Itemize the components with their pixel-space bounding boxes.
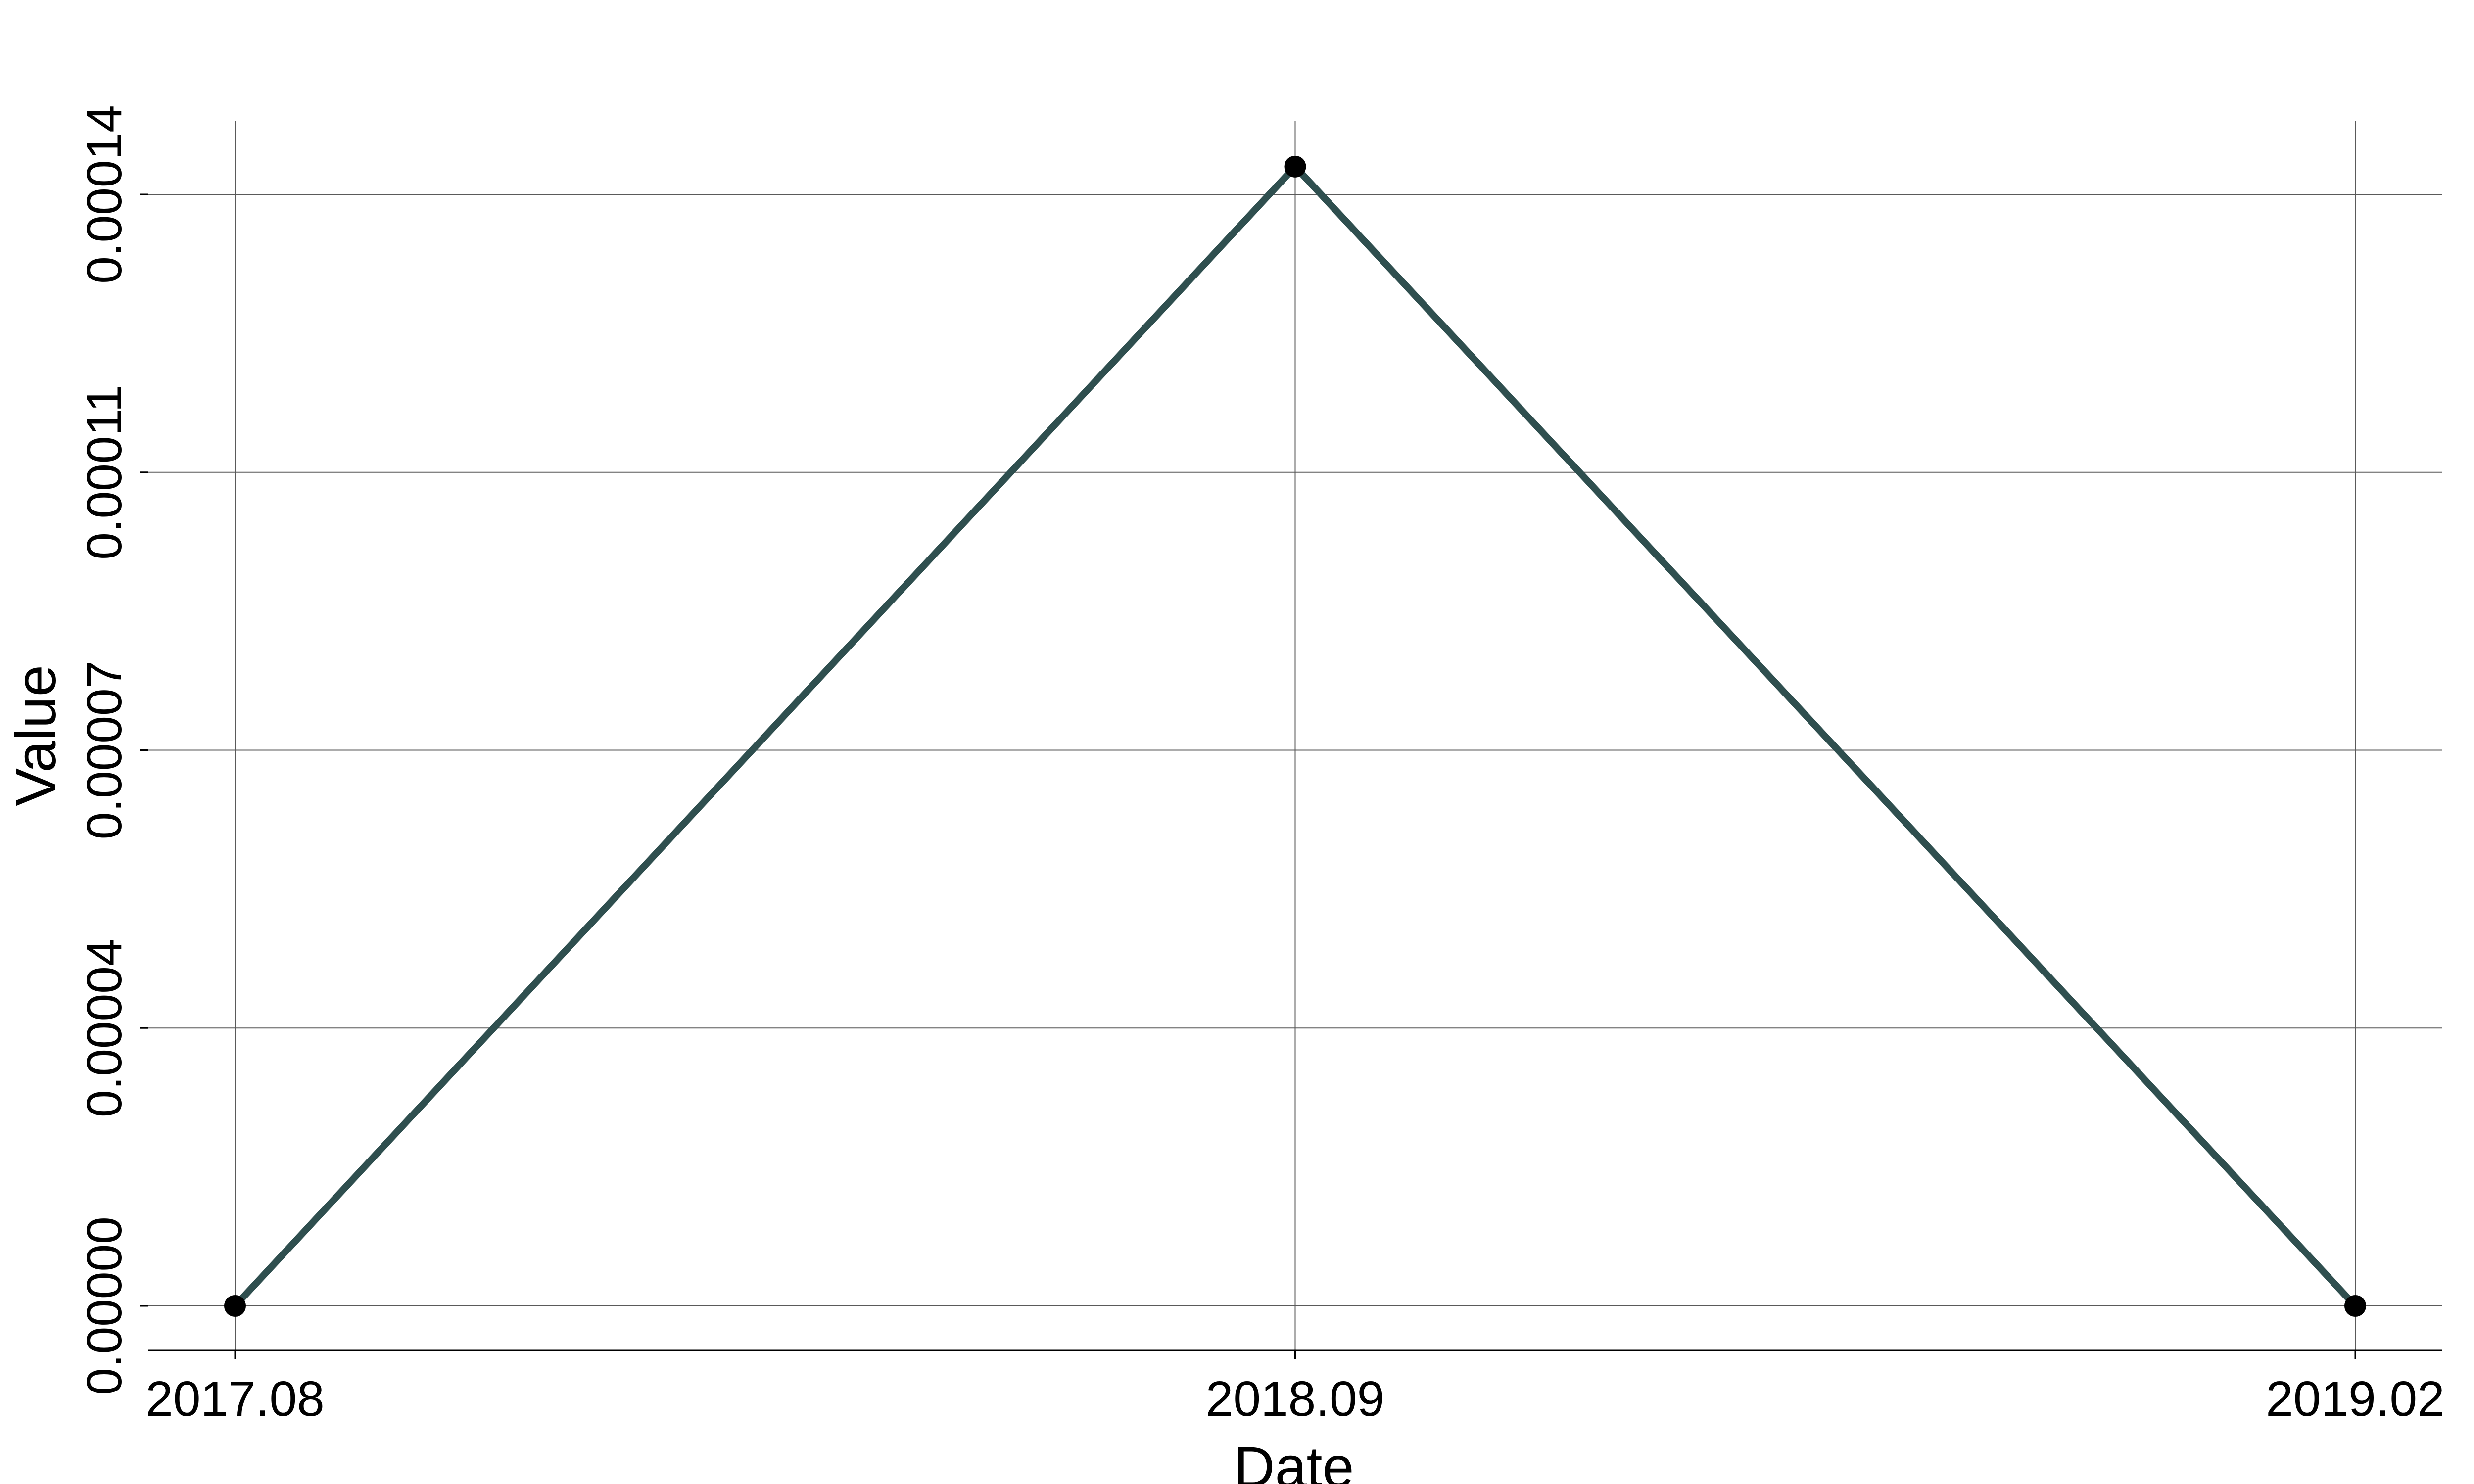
series-layer (224, 155, 2366, 1317)
axis-layer (140, 193, 2442, 1359)
grid-layer (148, 121, 2442, 1350)
data-point (224, 1295, 246, 1317)
y-tick-label: 0.00014 (77, 105, 132, 283)
x-tick-label: 2017.08 (145, 1371, 324, 1427)
label-layer: 0.00000 0.00004 0.00007 0.00011 0.00014 2017.… (77, 105, 2445, 1427)
x-axis-title: Date (1234, 1436, 1354, 1484)
x-tick-label: 2019.02 (2266, 1371, 2444, 1427)
y-tick-label: 0.00000 (77, 1216, 132, 1395)
y-axis-title: Value (4, 665, 68, 806)
data-point (1284, 155, 1306, 178)
y-tick-label: 0.00011 (77, 385, 132, 560)
x-tick-label: 2018.09 (1206, 1371, 1384, 1427)
data-point (2344, 1295, 2366, 1317)
y-tick-label: 0.00004 (77, 939, 132, 1117)
y-tick-label: 0.00007 (77, 661, 132, 839)
